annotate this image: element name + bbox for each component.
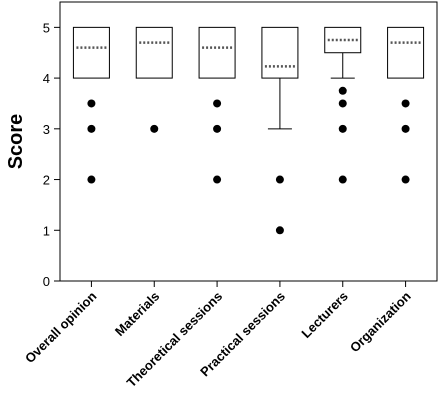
x-category-label: Materials — [112, 289, 162, 339]
outlier-point — [401, 99, 410, 108]
box — [387, 26, 425, 79]
outlier-point — [338, 86, 347, 95]
box — [198, 26, 236, 79]
box — [72, 26, 110, 79]
outlier-point — [275, 226, 284, 235]
y-tick-label: 3 — [43, 122, 50, 137]
y-tick-label: 4 — [43, 71, 50, 86]
outlier-point — [401, 175, 410, 184]
y-tick-label: 2 — [43, 173, 50, 188]
outlier-point — [213, 99, 222, 108]
box — [135, 26, 173, 79]
box — [261, 26, 299, 79]
outlier-point — [401, 124, 410, 133]
outlier-point — [213, 124, 222, 133]
y-tick-label: 0 — [43, 274, 50, 289]
outlier-point — [150, 124, 159, 133]
outlier-point — [87, 124, 96, 133]
box — [324, 26, 362, 54]
x-category-label: Organization — [347, 288, 414, 355]
outlier-point — [87, 99, 96, 108]
y-tick-label: 5 — [43, 20, 50, 35]
outlier-point — [338, 124, 347, 133]
outlier-point — [338, 99, 347, 108]
x-category-label: Lecturers — [298, 289, 351, 342]
outlier-point — [87, 175, 96, 184]
y-axis-title: Score — [5, 114, 27, 170]
outlier-point — [213, 175, 222, 184]
x-category-label: Overall opinion — [22, 288, 100, 366]
outlier-point — [338, 175, 347, 184]
outlier-point — [275, 175, 284, 184]
plot-frame — [59, 1, 438, 282]
y-tick-label: 1 — [43, 223, 50, 238]
